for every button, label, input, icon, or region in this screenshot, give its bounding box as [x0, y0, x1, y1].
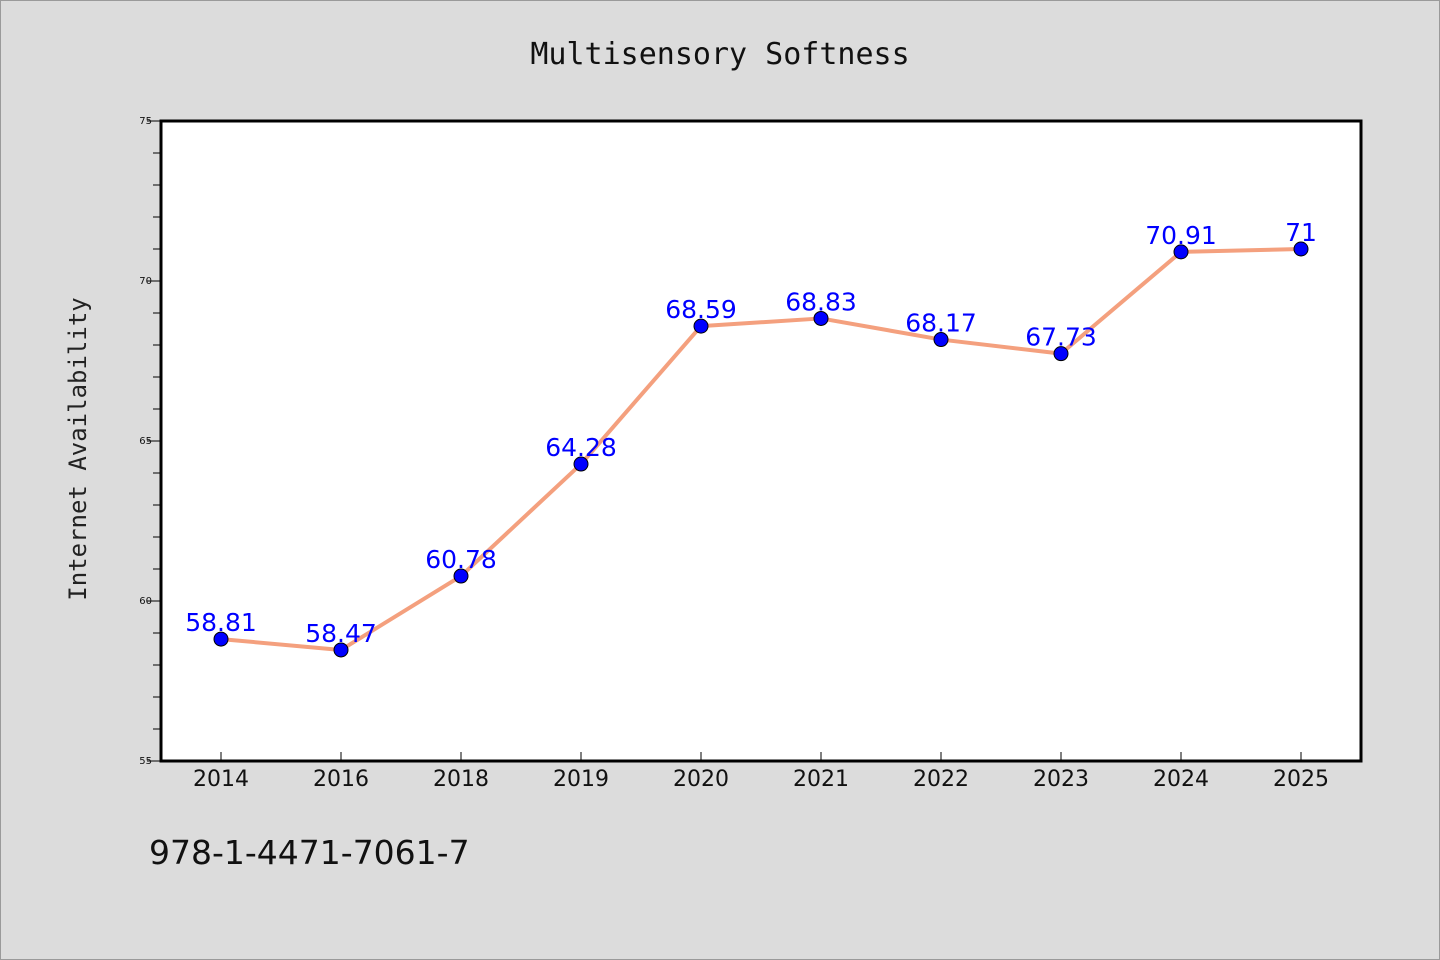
x-tick-label: 2020: [673, 767, 729, 792]
y-axis-label: Internet Availability: [64, 297, 92, 600]
x-tick-label: 2016: [313, 767, 369, 792]
y-tick-label: 70: [139, 276, 152, 287]
data-point: [333, 642, 349, 658]
series-line: [219, 247, 1303, 652]
data-point: [1053, 346, 1069, 362]
x-tick-label: 2025: [1273, 767, 1329, 792]
data-point: [813, 310, 829, 326]
data-point: [573, 456, 589, 472]
x-tick-label: 2019: [553, 767, 609, 792]
y-tick-label: 55: [139, 756, 152, 767]
plot-area: [159, 119, 1363, 763]
y-tick-label: 75: [139, 116, 152, 127]
x-tick-label: 2023: [1033, 767, 1089, 792]
y-axis: 55 60 65 70 75: [139, 116, 161, 767]
x-tick-label: 2018: [433, 767, 489, 792]
x-tick-label: 2014: [193, 767, 249, 792]
data-point: [213, 631, 229, 647]
isbn-label: 978-1-4471-7061-7: [149, 833, 470, 872]
x-tick-label: 2022: [913, 767, 969, 792]
data-point: [1173, 244, 1189, 260]
x-tick-label: 2021: [793, 767, 849, 792]
y-tick-label: 60: [139, 596, 152, 607]
data-point: [933, 332, 949, 348]
chart-title: Multisensory Softness: [530, 37, 909, 72]
y-tick-label: 65: [139, 436, 152, 447]
x-tick-label: 2024: [1153, 767, 1209, 792]
data-point: [453, 568, 469, 584]
x-axis: 2014 2016 2018 2019 2020 2021 2022 2023 2024 2025: [193, 752, 1329, 792]
data-point: [693, 318, 709, 334]
data-point: [1293, 241, 1309, 257]
